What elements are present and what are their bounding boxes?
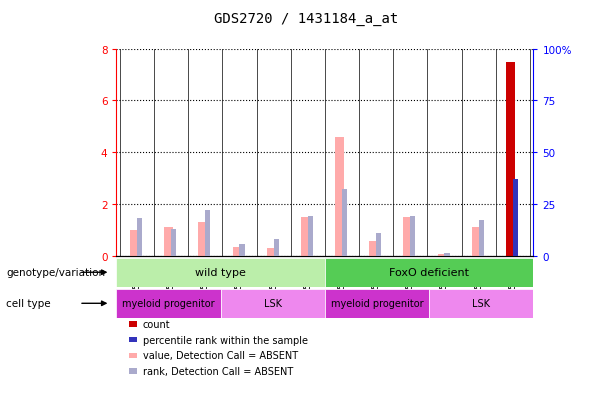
- Bar: [479, 221, 484, 256]
- Bar: [240, 244, 245, 256]
- Text: genotype/variation: genotype/variation: [6, 268, 105, 278]
- Bar: [444, 253, 449, 256]
- Bar: [308, 217, 313, 256]
- Text: cell type: cell type: [6, 299, 51, 309]
- Bar: [342, 190, 347, 256]
- Bar: [472, 228, 481, 256]
- Bar: [325, 258, 533, 287]
- Bar: [130, 230, 139, 256]
- Bar: [199, 223, 207, 256]
- Text: GDS2720 / 1431184_a_at: GDS2720 / 1431184_a_at: [215, 12, 398, 26]
- Text: FoxO deficient: FoxO deficient: [389, 268, 469, 278]
- Bar: [267, 248, 275, 256]
- Bar: [438, 255, 446, 256]
- Bar: [273, 240, 279, 256]
- Text: wild type: wild type: [196, 268, 246, 278]
- Text: count: count: [143, 319, 170, 329]
- Bar: [301, 217, 310, 256]
- Bar: [116, 289, 221, 318]
- Text: myeloid progenitor: myeloid progenitor: [122, 299, 215, 309]
- Bar: [410, 217, 416, 256]
- Bar: [513, 180, 518, 256]
- Text: percentile rank within the sample: percentile rank within the sample: [143, 335, 308, 345]
- Bar: [506, 62, 514, 256]
- Text: myeloid progenitor: myeloid progenitor: [330, 299, 424, 309]
- Bar: [221, 289, 325, 318]
- Text: LSK: LSK: [264, 299, 282, 309]
- Text: rank, Detection Call = ABSENT: rank, Detection Call = ABSENT: [143, 366, 293, 376]
- Bar: [233, 247, 241, 256]
- Bar: [171, 229, 177, 256]
- Bar: [164, 228, 173, 256]
- Bar: [116, 258, 325, 287]
- Bar: [403, 217, 412, 256]
- Text: LSK: LSK: [472, 299, 490, 309]
- Bar: [376, 233, 381, 256]
- Text: value, Detection Call = ABSENT: value, Detection Call = ABSENT: [143, 351, 298, 361]
- Bar: [429, 289, 533, 318]
- Bar: [137, 219, 142, 256]
- Bar: [335, 137, 344, 256]
- Bar: [325, 289, 429, 318]
- Bar: [205, 211, 210, 256]
- Bar: [369, 242, 378, 256]
